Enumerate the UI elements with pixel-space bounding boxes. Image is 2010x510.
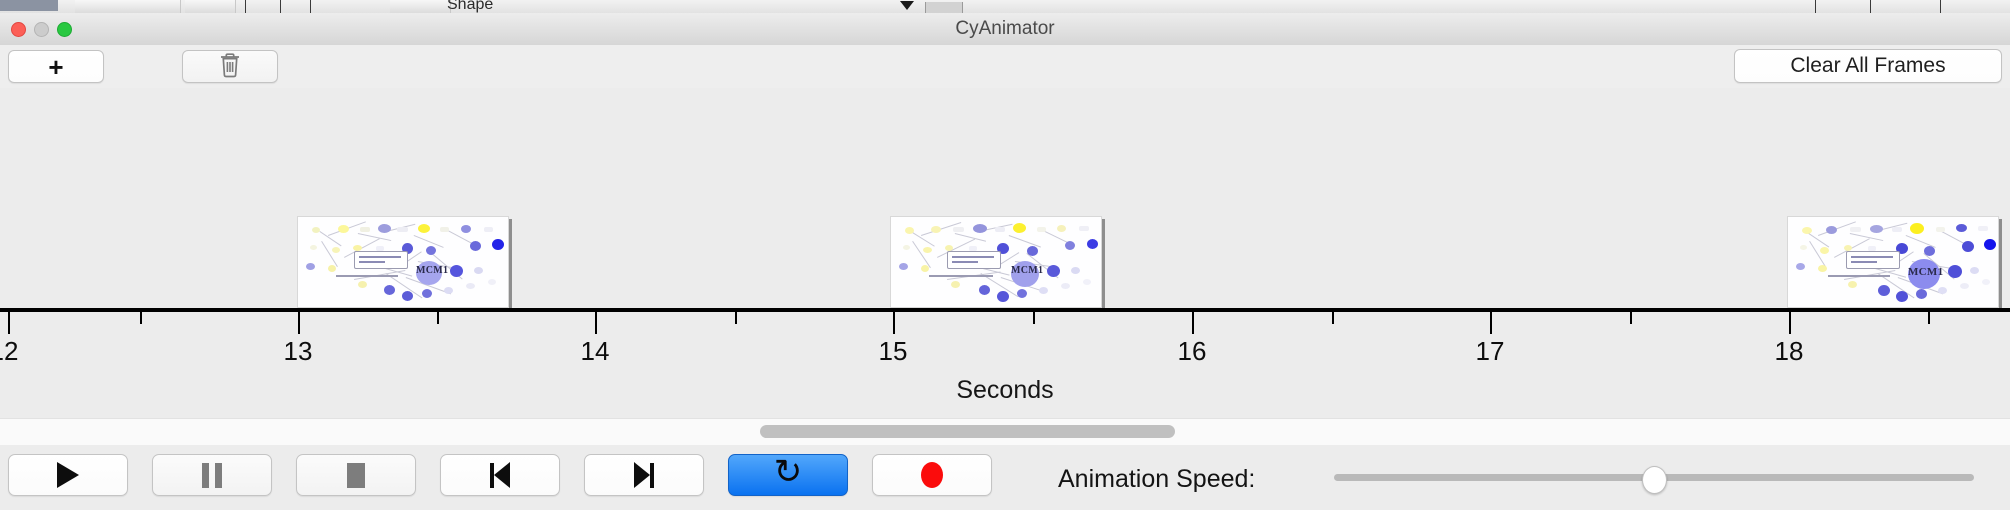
axis-tick-major [1789,312,1791,334]
skip-to-end-icon [634,462,654,488]
axis-tick-label: 17 [1475,336,1505,366]
background-window-segment [185,0,236,13]
loop-icon: ↻ [773,454,803,491]
loop-toggle-button[interactable]: ↻ [728,454,848,496]
clear-all-frames-button[interactable]: Clear All Frames [1734,49,2002,83]
network-thumbnail-image: MCM1 [1788,217,1998,307]
background-window-selected-tab [0,0,58,11]
axis-tick-major [893,312,895,334]
axis-tick-minor [1033,312,1035,324]
background-window-divider [1940,0,1941,13]
add-frame-button[interactable]: + [8,50,104,83]
network-tooltip [947,251,1001,269]
close-button[interactable] [11,22,26,37]
skip-to-end-button[interactable] [584,454,704,496]
pause-button[interactable] [152,454,272,496]
background-window-shape-label: Shape [447,0,494,13]
skip-to-start-icon [490,462,510,488]
background-window-divider [310,0,311,13]
axis-tick-label: 15 [878,336,908,366]
skip-to-start-button[interactable] [440,454,560,496]
background-window-segment [75,0,181,13]
window-title: CyAnimator [955,18,1055,39]
axis-tick-major [595,312,597,334]
background-window-divider [1870,0,1871,13]
toolbar: + Clear All Frames [0,45,2010,90]
network-thumbnail-image: MCM1 [891,217,1101,307]
axis-baseline [0,308,2010,312]
play-button[interactable] [8,454,128,496]
background-window-segment [390,0,451,13]
axis-tick-minor [1928,312,1930,324]
clear-all-frames-label: Clear All Frames [1790,54,1946,77]
playback-controls-bar: ↻ Animation Speed: [0,445,2010,510]
network-thumbnail-image: MCM1 [298,217,508,307]
axis-tick-minor [735,312,737,324]
background-window-caret-icon [900,1,914,10]
animation-speed-label: Animation Speed: [1058,465,1256,493]
maximize-button[interactable] [57,22,72,37]
hub-node-label: MCM1 [1011,265,1044,276]
axis-tick-major [1192,312,1194,334]
network-tooltip [1846,251,1900,269]
background-window-notch [925,2,963,13]
hub-node-label: MCM1 [1908,266,1944,278]
keyframe-thumbnail[interactable]: MCM1 [297,216,509,308]
minimize-button[interactable] [34,22,49,37]
hub-node-label: MCM1 [416,265,449,276]
record-button[interactable] [872,454,992,496]
axis-tick-label: 14 [580,336,610,366]
plus-icon: + [48,51,64,82]
title-bar: CyAnimator [0,13,2010,46]
axis-tick-major [298,312,300,334]
keyframe-thumbnail[interactable]: MCM1 [1787,216,1999,308]
window-traffic-lights [11,22,72,37]
axis-tick-minor [140,312,142,324]
play-icon [57,462,79,488]
scrollbar-thumb[interactable] [760,425,1175,438]
axis-tick-label: 16 [1177,336,1207,366]
axis-tick-label: 18 [1774,336,1804,366]
time-axis[interactable]: 12 13 14 15 16 17 18 Seconds [0,308,2010,418]
axis-tick-minor [437,312,439,324]
axis-tick-major [1490,312,1492,334]
animation-speed-slider-thumb[interactable] [1642,466,1667,494]
axis-tick-label: 13 [283,336,313,366]
network-tooltip [354,251,408,269]
axis-tick-label: 12 [0,336,19,366]
axis-tick-minor [1630,312,1632,324]
background-window-divider [1815,0,1816,13]
stop-button[interactable] [296,454,416,496]
axis-tick-minor [1332,312,1334,324]
record-icon [921,462,943,488]
axis-title: Seconds [956,376,1054,404]
timeline-horizontal-scrollbar[interactable] [0,418,2010,446]
trash-icon [218,51,242,83]
background-window-divider [280,0,281,13]
background-window-divider [245,0,246,13]
background-window-strip: Shape [0,0,2010,14]
keyframe-thumbnail[interactable]: MCM1 [890,216,1102,308]
pause-icon [202,462,222,488]
timeline-panel[interactable]: MCM1 [0,88,2010,418]
axis-tick-major [8,312,10,334]
stop-icon [347,462,365,488]
keyframes-track[interactable]: MCM1 [0,88,2010,308]
delete-frame-button[interactable] [182,50,278,83]
